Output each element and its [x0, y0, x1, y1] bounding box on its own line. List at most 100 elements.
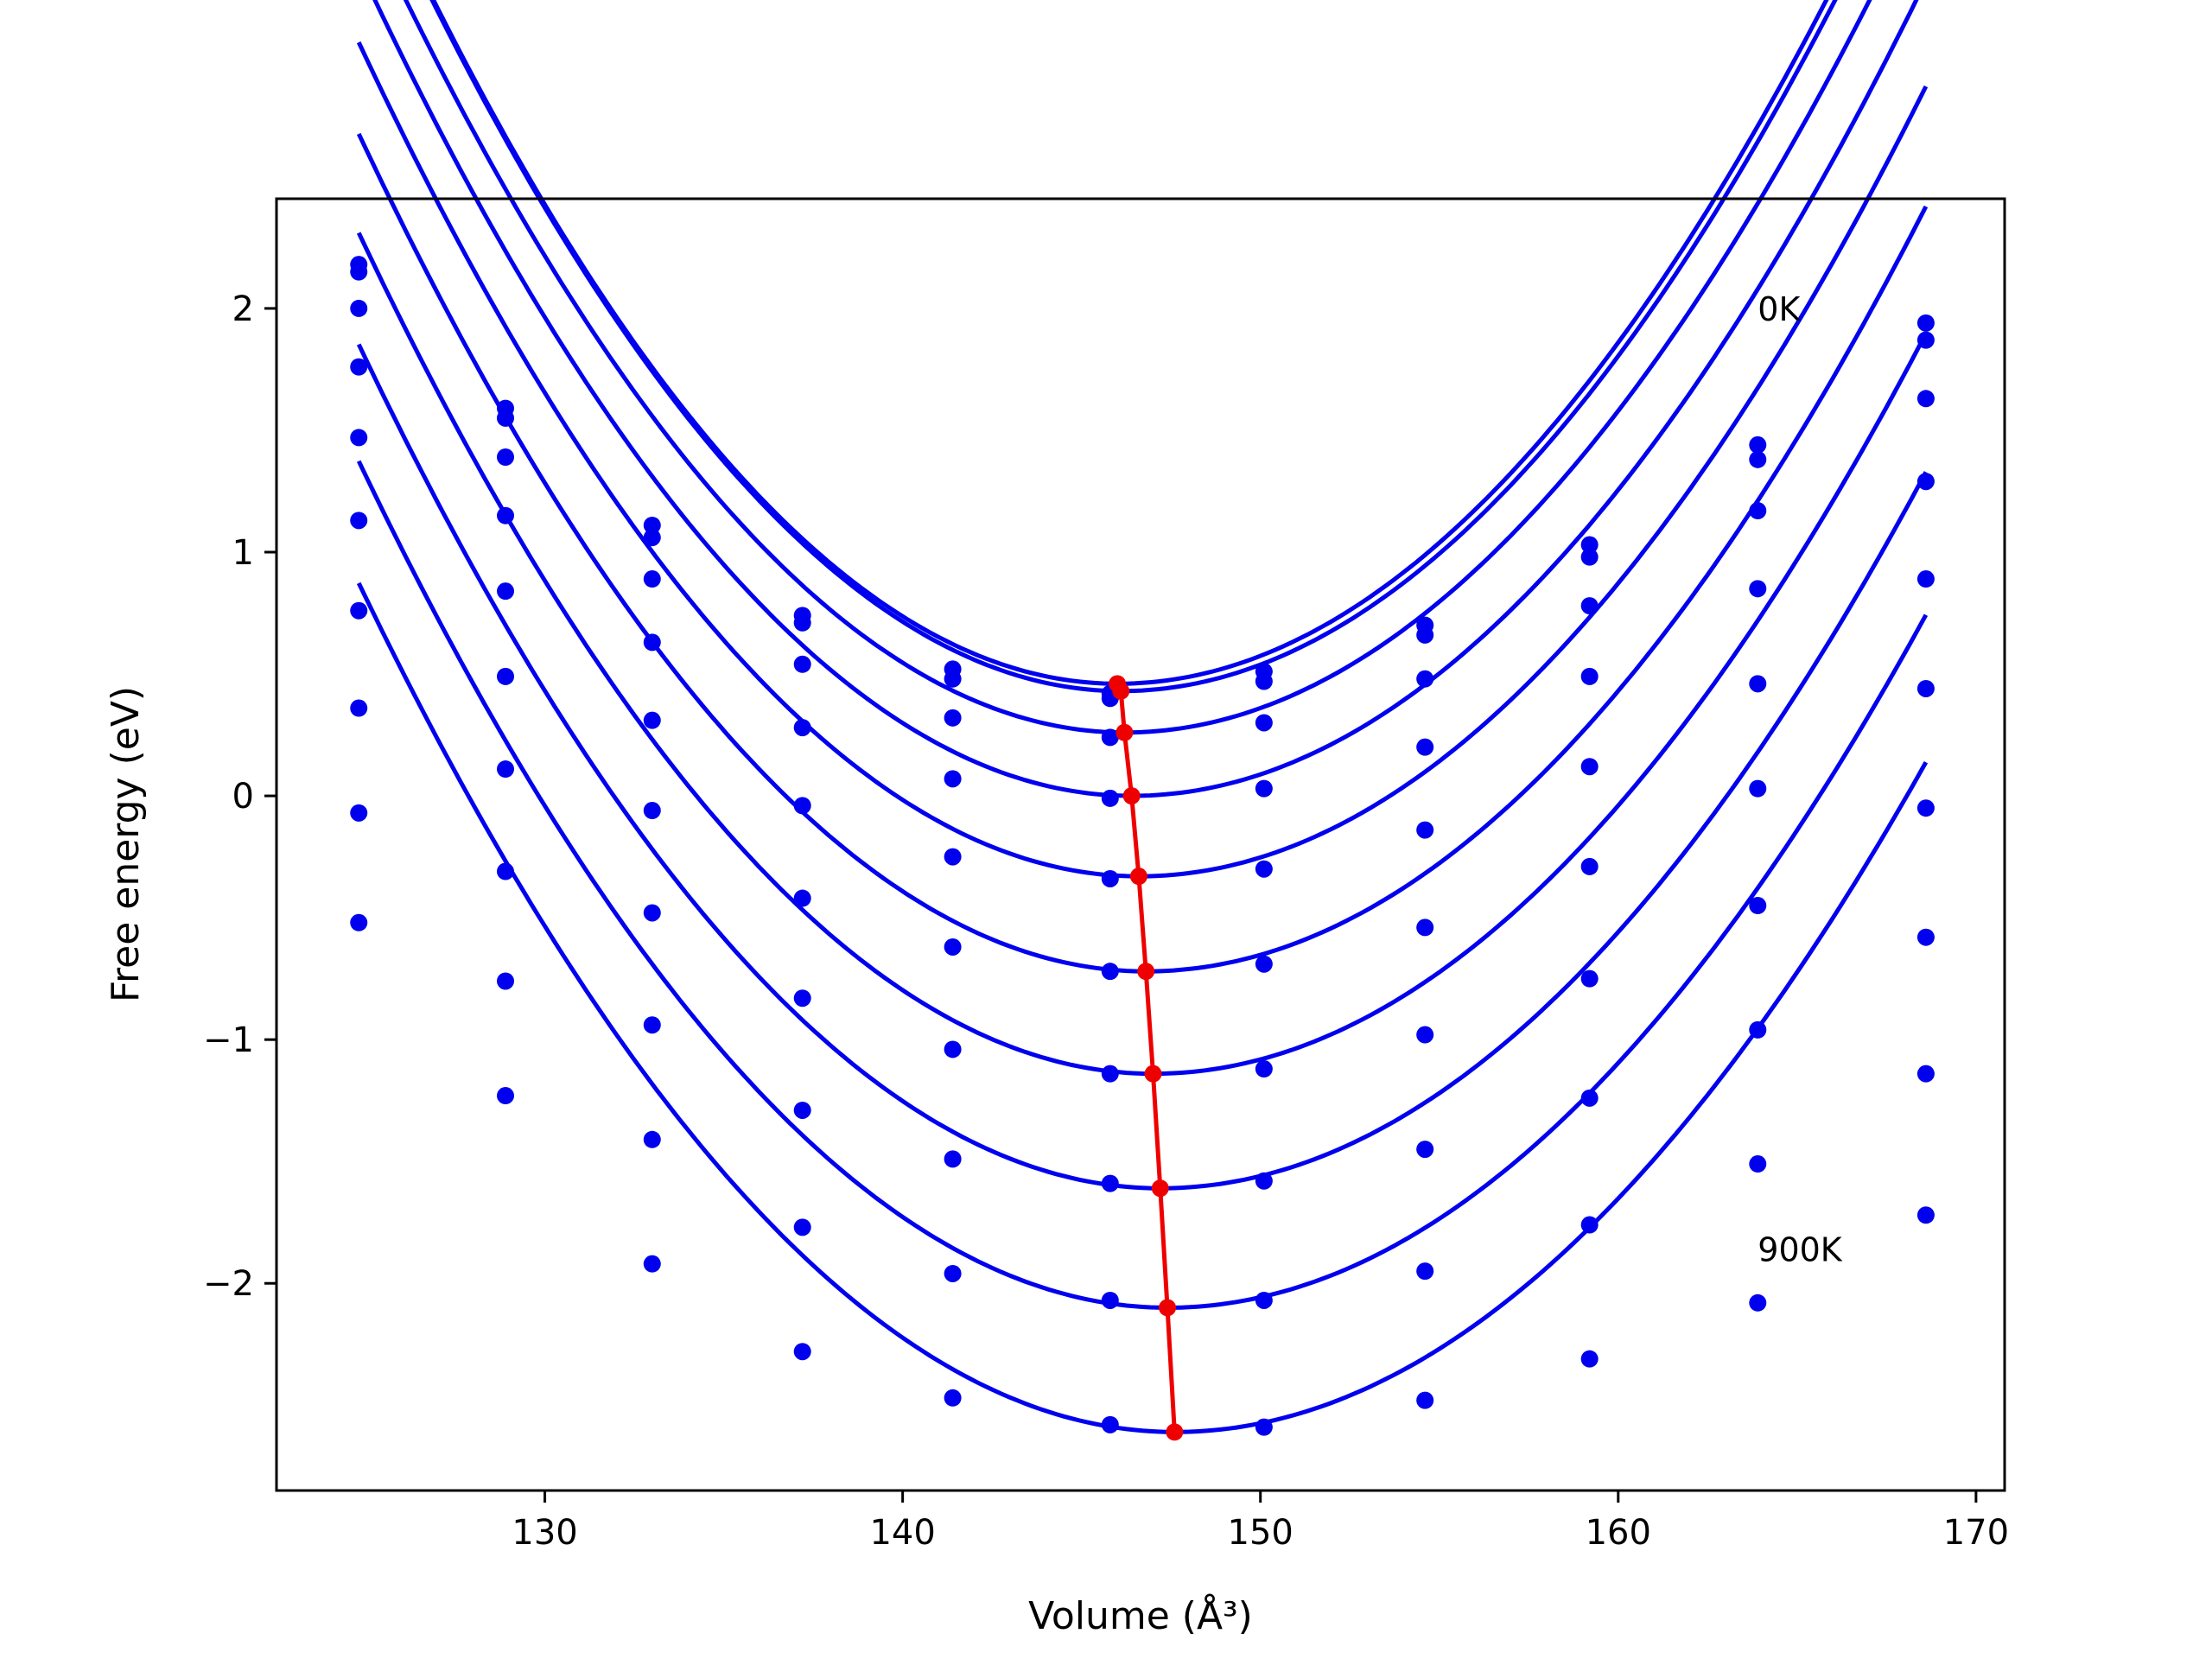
series-9-curve: [356, 460, 1929, 1310]
series-5-point: [1255, 860, 1273, 878]
series-5-point: [1101, 869, 1119, 887]
series-2-point: [1580, 548, 1599, 566]
series-3-point: [1916, 390, 1935, 408]
series-7-point: [1916, 799, 1935, 817]
series-10-point: [643, 1255, 661, 1273]
series-5-point: [1749, 675, 1767, 693]
series-10-point: [1255, 1418, 1273, 1436]
series-7-point: [1255, 1060, 1273, 1078]
minimum-point: [1144, 1065, 1162, 1083]
plot-frame: [275, 197, 2006, 1492]
minimum-point: [1166, 1423, 1184, 1441]
y-tick-label: 2: [232, 289, 254, 329]
series-9-point: [793, 1218, 811, 1236]
series-8-point: [1255, 1172, 1273, 1190]
series-1-point: [643, 516, 661, 534]
series-9-point: [497, 972, 515, 990]
series-7-point: [1416, 1026, 1434, 1044]
series-6-point: [497, 667, 515, 685]
series-2-point: [793, 613, 811, 632]
series-10-point: [944, 1389, 962, 1407]
series-4-point: [944, 770, 962, 788]
series-5-point: [1416, 821, 1434, 839]
series-3-point: [350, 299, 368, 317]
x-tick-label: 170: [1943, 1513, 2009, 1553]
series-3-point: [1255, 714, 1273, 732]
series-1-point: [1749, 435, 1767, 454]
minimum-line: [1115, 683, 1177, 1433]
series-2-point: [1255, 672, 1273, 690]
x-tick-label: 130: [512, 1513, 577, 1553]
series-2-point: [643, 529, 661, 547]
series-5-point: [944, 848, 962, 866]
minimum-point: [1137, 963, 1155, 981]
series-4-point: [1416, 738, 1434, 756]
series-8-point: [643, 1016, 661, 1034]
series-2-point: [1749, 450, 1767, 468]
minimum-point: [1159, 1299, 1177, 1317]
annotations: 0K 900K: [1758, 290, 1843, 1269]
series-8-curve: [356, 343, 1929, 1191]
minimum-point: [1112, 682, 1130, 700]
series-9-point: [1255, 1291, 1273, 1309]
series-10-point: [1580, 1350, 1599, 1368]
series-9-point: [1749, 1155, 1767, 1173]
series-10-point: [1916, 1206, 1935, 1224]
series-9-point: [643, 1130, 661, 1148]
series-3-point: [497, 448, 515, 466]
series-7-point: [643, 904, 661, 922]
series-7-point: [793, 989, 811, 1007]
minimum-point: [1151, 1179, 1169, 1198]
series-4-point: [1580, 667, 1599, 685]
series-5-point: [1580, 758, 1599, 776]
annotation-label: 900K: [1758, 1231, 1843, 1269]
series-10-point: [793, 1343, 811, 1361]
series-6-point: [350, 512, 368, 530]
series-6-point: [1255, 955, 1273, 973]
series-7-point: [944, 1040, 962, 1058]
series-4-curve: [372, 0, 1919, 798]
series-layer: [350, 0, 1935, 1436]
minimum-line-layer: [1109, 675, 1184, 1441]
series-5-point: [643, 711, 661, 729]
series-8-point: [1101, 1174, 1119, 1192]
series-9-point: [1101, 1291, 1119, 1309]
series-1-point: [1580, 536, 1599, 554]
annotation-label: 0K: [1758, 290, 1801, 328]
series-7-point: [1101, 1065, 1119, 1083]
series-4-point: [350, 358, 368, 376]
series-3-curve: [403, 0, 1872, 735]
y-tick-label: −1: [203, 1020, 254, 1060]
series-8-point: [350, 699, 368, 717]
series-2-point: [1416, 626, 1434, 644]
series-7-point: [1580, 969, 1599, 988]
series-6-point: [1580, 857, 1599, 875]
x-tick-label: 150: [1228, 1513, 1294, 1553]
series-8-point: [793, 1101, 811, 1119]
series-10-curve: [356, 582, 1929, 1434]
x-axis: 130 140 150 160 170: [512, 1491, 2009, 1553]
series-3-point: [793, 655, 811, 673]
series-8-point: [944, 1150, 962, 1168]
minimum-point: [1116, 723, 1134, 741]
series-7-curve: [356, 232, 1929, 1077]
series-1-point: [1916, 314, 1935, 332]
x-tick-label: 140: [869, 1513, 935, 1553]
series-10-point: [1416, 1391, 1434, 1409]
series-6-point: [1101, 963, 1119, 981]
series-4-point: [1255, 779, 1273, 798]
y-tick-label: 0: [232, 777, 254, 817]
series-6-point: [1416, 918, 1434, 937]
series-4-point: [1101, 789, 1119, 807]
series-10-point: [497, 1087, 515, 1105]
series-2-point: [944, 670, 962, 688]
minimum-point: [1122, 787, 1141, 805]
series-9-point: [350, 804, 368, 822]
series-6-point: [1916, 679, 1935, 697]
series-9-point: [1916, 1065, 1935, 1083]
series-6-point: [944, 938, 962, 956]
series-6-point: [1749, 779, 1767, 798]
series-4-point: [1749, 580, 1767, 598]
